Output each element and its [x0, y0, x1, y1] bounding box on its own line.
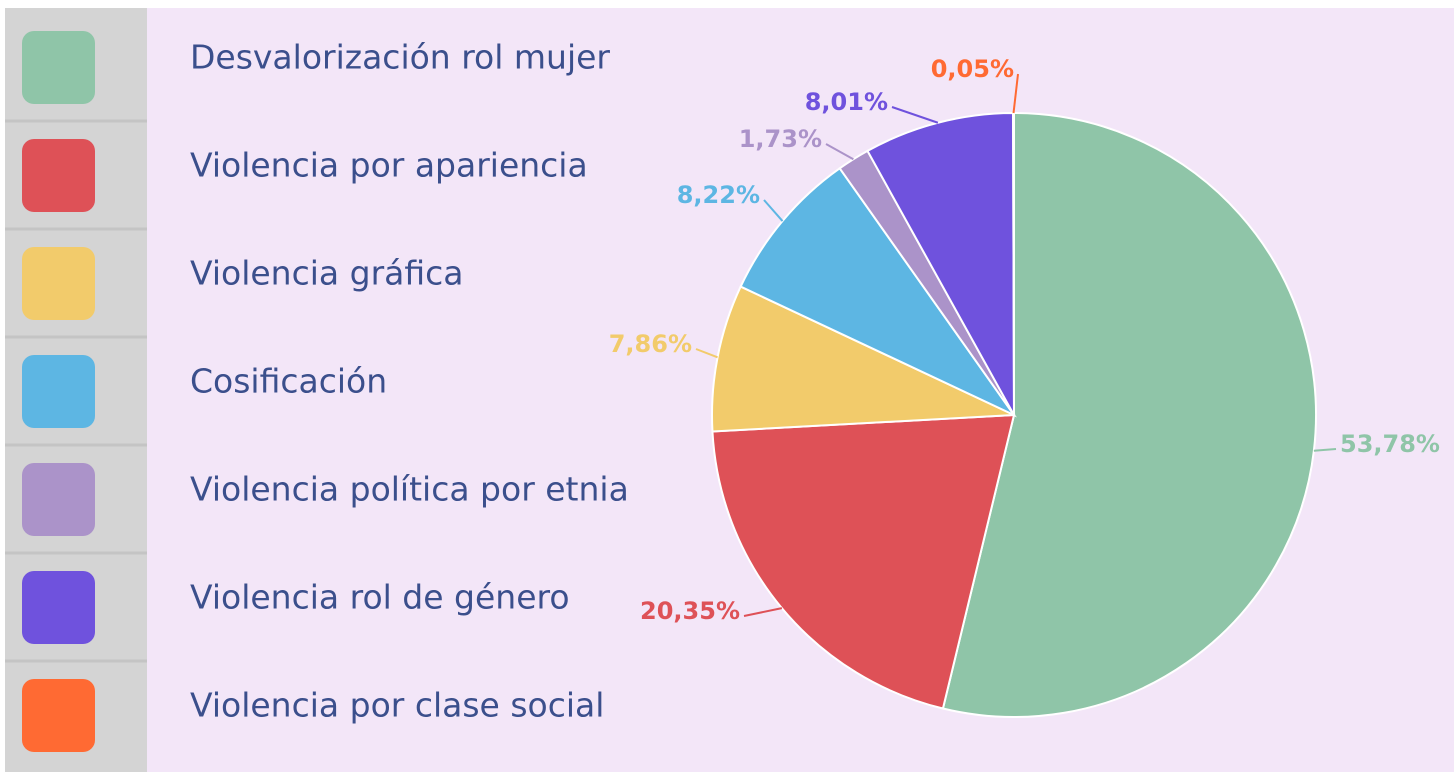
legend-swatch [22, 31, 95, 104]
leader-line [1313, 448, 1337, 452]
legend-swatch [22, 463, 95, 536]
data-label: 8,22% [677, 181, 760, 209]
pie-slice [941, 111, 1318, 718]
legend-swatch [22, 355, 95, 428]
legend-label: Violencia rol de género [190, 578, 570, 617]
legend-label: Cosificación [190, 362, 387, 401]
legend-swatch [22, 679, 95, 752]
data-label: 53,78% [1340, 430, 1440, 458]
legend-label: Violencia por apariencia [190, 146, 588, 185]
pie-slice [739, 166, 1018, 418]
leader-line [891, 106, 939, 124]
data-label: 7,86% [609, 330, 692, 358]
pie-slice [711, 285, 1015, 433]
legend-swatch [22, 247, 95, 320]
data-label: 8,01% [805, 88, 888, 116]
legend-swatch [22, 139, 95, 212]
data-label: 0,05% [931, 55, 1014, 83]
leader-line [1012, 73, 1019, 114]
leader-line [825, 143, 854, 161]
pie-slice [866, 111, 1015, 416]
data-label: 20,35% [640, 597, 740, 625]
legend-label: Desvalorización rol mujer [190, 38, 610, 77]
leader-line [695, 348, 718, 359]
pie-slice [1012, 111, 1015, 416]
data-label: 1,73% [739, 125, 822, 153]
legend-label: Violencia gráfica [190, 254, 464, 293]
leader-line [763, 199, 784, 222]
pie-slice [711, 413, 1016, 710]
legend-label: Violencia política por etnia [190, 470, 629, 509]
legend-swatch [22, 571, 95, 644]
leader-line [743, 607, 783, 617]
legend-label: Violencia por clase social [190, 686, 604, 725]
